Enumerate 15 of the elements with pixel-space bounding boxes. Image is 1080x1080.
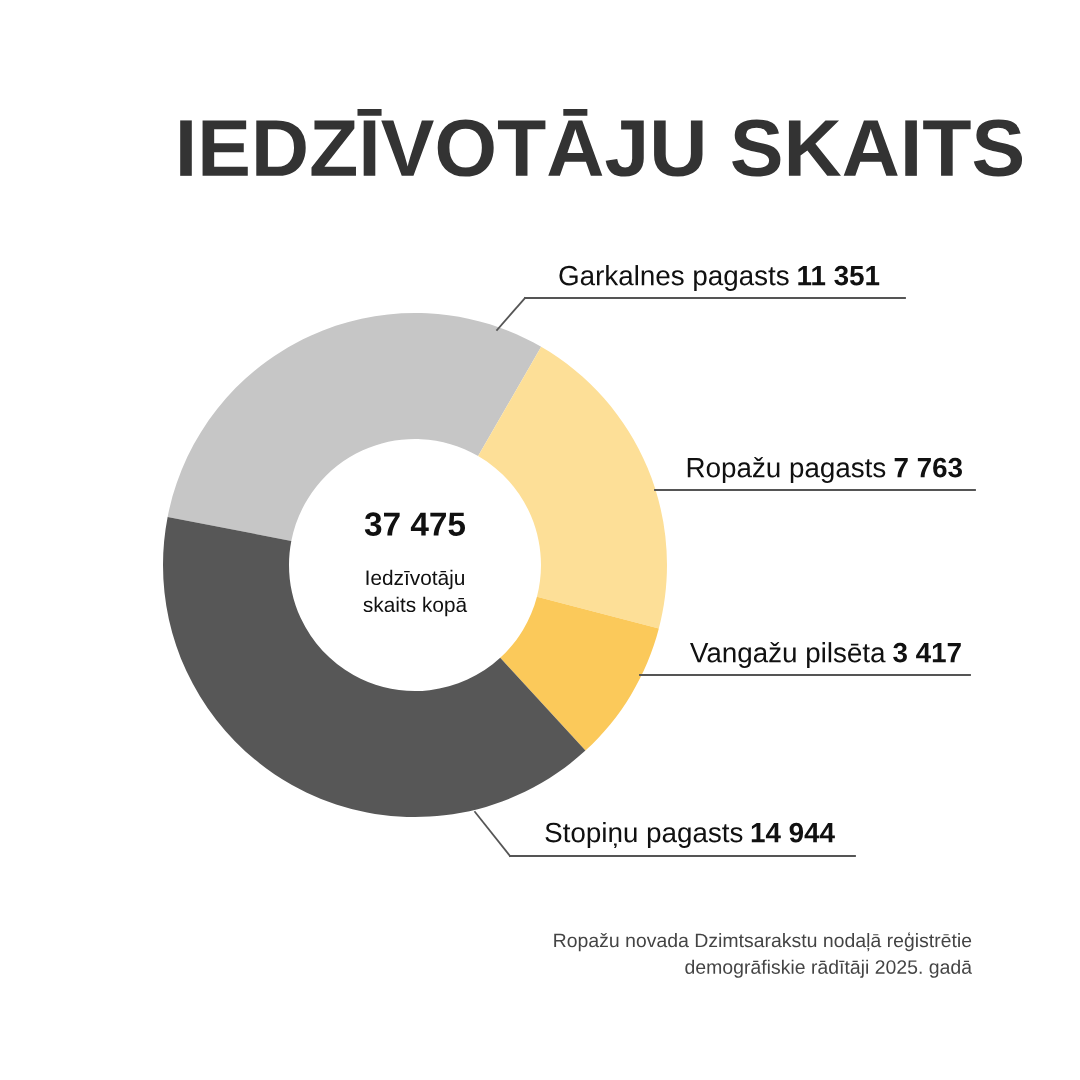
legend-label: Stopiņu pagasts — [545, 821, 743, 849]
slice-label: Vangažu pilsēta — [690, 642, 886, 668]
donut-slice — [167, 313, 542, 541]
data-label: 7 763 — [894, 457, 962, 478]
chart-title: IEDZĪVOTĀJU SKAITS — [180, 109, 1023, 177]
slice-label: Ropažu pagasts — [687, 457, 886, 483]
data-label: 14 944 — [751, 822, 835, 843]
text: Iedzīvotāju skaits kopā — [363, 569, 468, 617]
donut-slice — [478, 346, 667, 629]
donut-slice — [500, 596, 659, 751]
data-label: 3 417 — [893, 642, 961, 663]
text: Ropažu novada Dzimtsarakstu nodaļā reģistrētie demogrāfiskie rādītāji 2025. gadā — [554, 932, 973, 978]
data-label: 11 351 — [798, 265, 880, 286]
slice-label: Garkalnes pagasts — [559, 265, 789, 291]
text: 37 475 — [364, 512, 466, 536]
